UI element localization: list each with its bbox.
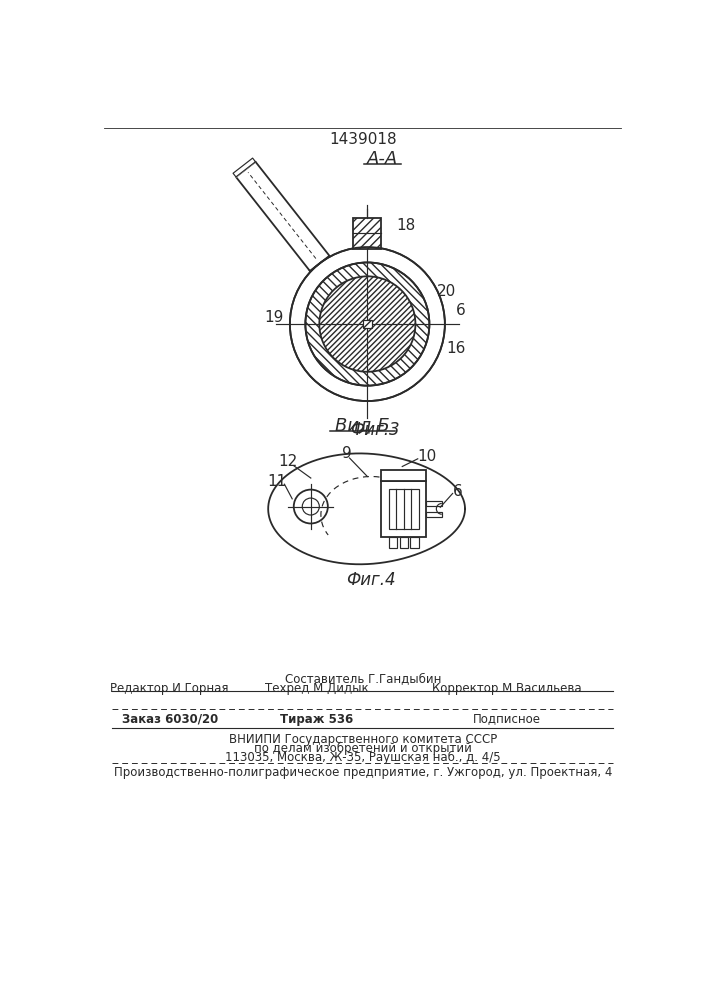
Text: Фиг.3: Фиг.3 bbox=[350, 421, 400, 439]
Text: Фиг.4: Фиг.4 bbox=[346, 571, 396, 589]
Text: Вид Б: Вид Б bbox=[335, 417, 390, 435]
Bar bbox=[363, 320, 372, 328]
Bar bbox=[381, 470, 426, 481]
Text: 18: 18 bbox=[397, 218, 416, 233]
Text: Техред М.Дидык: Техред М.Дидык bbox=[265, 682, 369, 695]
Bar bbox=[389, 489, 419, 529]
Polygon shape bbox=[268, 453, 465, 564]
Polygon shape bbox=[233, 158, 255, 177]
Text: 113035, Москва, Ж-35, Раушская наб., д. 4/5: 113035, Москва, Ж-35, Раушская наб., д. … bbox=[225, 751, 501, 764]
Text: Тираж 536: Тираж 536 bbox=[281, 713, 354, 726]
Text: 15: 15 bbox=[290, 233, 309, 248]
Bar bbox=[410, 537, 419, 548]
Text: по делам изобретений и открытий: по делам изобретений и открытий bbox=[254, 742, 472, 755]
Wedge shape bbox=[305, 262, 429, 386]
Circle shape bbox=[320, 276, 416, 372]
Text: 20: 20 bbox=[437, 284, 456, 299]
Polygon shape bbox=[236, 162, 329, 271]
Bar bbox=[354, 218, 381, 249]
Text: ВНИИПИ Государственного комитета СССР: ВНИИПИ Государственного комитета СССР bbox=[228, 733, 497, 746]
Text: 11: 11 bbox=[267, 474, 286, 489]
Bar bbox=[389, 537, 397, 548]
Bar bbox=[399, 537, 408, 548]
Circle shape bbox=[303, 498, 320, 515]
Text: 1439018: 1439018 bbox=[329, 132, 397, 147]
Text: 19: 19 bbox=[264, 310, 284, 325]
Bar bbox=[381, 481, 426, 537]
Bar bbox=[426, 501, 442, 506]
Circle shape bbox=[293, 490, 328, 523]
Text: Корректор М.Васильева: Корректор М.Васильева bbox=[432, 682, 582, 695]
Wedge shape bbox=[290, 247, 445, 401]
Bar bbox=[354, 218, 381, 249]
Text: 10: 10 bbox=[417, 449, 437, 464]
Text: 6: 6 bbox=[453, 484, 463, 499]
Text: Составитель Г.Гандыбин: Составитель Г.Гандыбин bbox=[284, 672, 441, 685]
Text: 16: 16 bbox=[446, 341, 465, 356]
Text: 12: 12 bbox=[278, 454, 297, 469]
Circle shape bbox=[288, 246, 446, 403]
Text: 6: 6 bbox=[455, 303, 465, 318]
Text: Подписное: Подписное bbox=[473, 713, 541, 726]
Text: А-А: А-А bbox=[367, 149, 399, 167]
Bar bbox=[426, 512, 442, 517]
Text: Производственно-полиграфическое предприятие, г. Ужгород, ул. Проектная, 4: Производственно-полиграфическое предприя… bbox=[114, 766, 612, 779]
Text: 9: 9 bbox=[341, 446, 351, 461]
Bar bbox=[363, 320, 372, 328]
Text: Редактор И.Горная: Редактор И.Горная bbox=[110, 682, 229, 695]
Text: Заказ 6030/20: Заказ 6030/20 bbox=[122, 713, 218, 726]
